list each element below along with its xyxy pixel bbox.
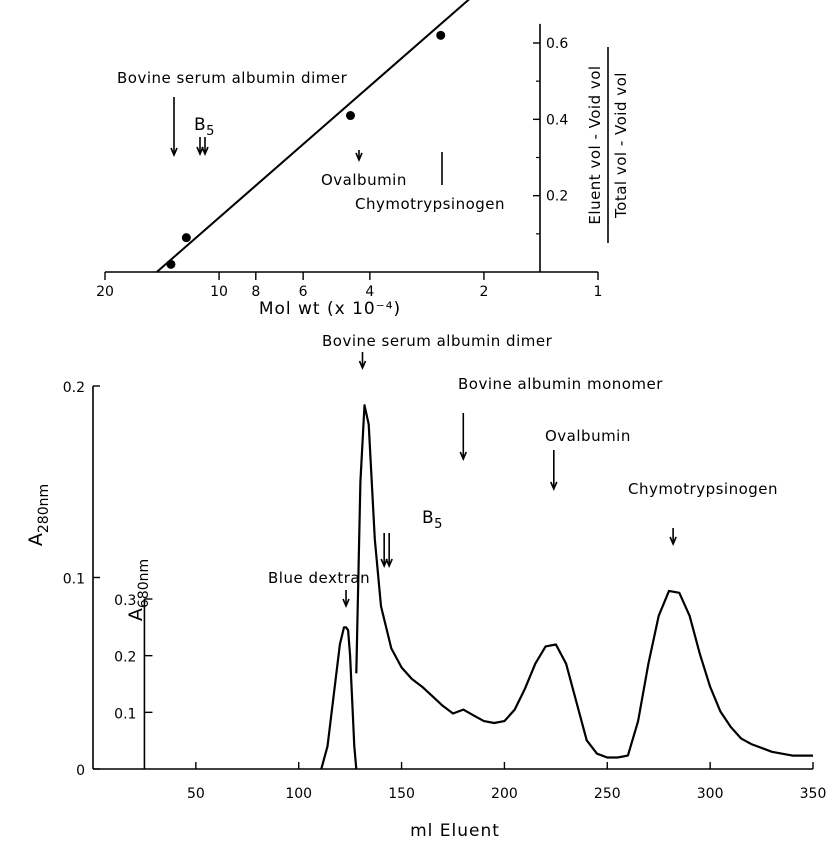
- elution-profile-chart: 50 100 150 200 250 300 350 0 0.1 0.2 0.1 0.2 0.3 Bov…: [25, 332, 826, 841]
- a280-axis-title-sub: 280nm: [36, 484, 52, 533]
- a680-axis-title-sub: 680nm: [136, 559, 152, 608]
- elution-x-tick-label: 350: [800, 786, 827, 802]
- a280-tick-label: 0.2: [63, 380, 85, 396]
- calibration-fit-line: [156, 0, 470, 273]
- calibration-point: [436, 30, 446, 40]
- elution-arrow-blue-dextran-head: [342, 598, 350, 609]
- elution-arrow-bsa-monomer: [459, 413, 468, 462]
- calibration-label-chymo: Chymotrypsinogen: [355, 195, 505, 213]
- calibration-arrow-bsa-dimer-head: [170, 147, 178, 158]
- elution-label-bsa-monomer: Bovine albumin monomer: [458, 375, 663, 393]
- calibration-marks: Bovine serum albumin dimer B5 Ovalbumin Chy…: [117, 0, 505, 273]
- calibration-label-b5-sub: 5: [206, 124, 215, 139]
- calibration-arrow-b5-head: [196, 146, 204, 157]
- elution-x-tick-label: 50: [187, 786, 205, 802]
- calibration-y-tick-label: 0.4: [546, 112, 568, 128]
- elution-arrow-chymo-head: [669, 536, 677, 547]
- calibration-x-tick-label: 6: [299, 284, 308, 300]
- elution-arrow-ovalbumin-head: [550, 481, 558, 492]
- elution-arrow-b5-head: [380, 558, 388, 569]
- calibration-axes: 20 10 8 6 4 2 1 0.2 0.4 0.6: [96, 23, 603, 300]
- a280-series-line: [355, 404, 813, 759]
- calibration-y-numerator: Eluent vol - Void vol: [586, 65, 604, 224]
- a280-axis-title: A280nm: [25, 484, 52, 546]
- elution-x-axis-title: ml Eluent: [410, 821, 500, 841]
- a680-tick-label: 0.3: [114, 593, 136, 609]
- elution-arrow-bsa-dimer: [358, 352, 367, 371]
- calibration-y-axis-title: Eluent vol - Void vol Total vol - Void v…: [586, 47, 630, 243]
- calibration-arrow-ovalbumin-head: [355, 152, 363, 163]
- elution-arrow-chymo: [669, 528, 677, 547]
- elution-x-tick-label: 150: [388, 786, 415, 802]
- elution-label-ovalbumin: Ovalbumin: [545, 427, 631, 445]
- elution-axes: 50 100 150 200 250 300 350 0 0.1 0.2 0.1 0.2 0.3: [63, 380, 827, 802]
- calibration-x-tick-label: 4: [365, 284, 374, 300]
- a280-tick-label: 0.1: [63, 572, 85, 588]
- elution-label-chymo: Chymotrypsinogen: [628, 480, 778, 498]
- calibration-arrow-b5-head-2: [201, 146, 209, 157]
- elution-label-b5: B5: [422, 508, 443, 532]
- calibration-point: [345, 111, 355, 121]
- calibration-x-tick-label: 20: [96, 284, 114, 300]
- a680-axis-title-main: A: [125, 608, 147, 621]
- calibration-y-denominator: Total vol - Void vol: [612, 72, 630, 219]
- calibration-arrow-b5: [196, 137, 209, 157]
- calibration-y-tick-label: 0.6: [546, 36, 568, 52]
- elution-label-blue-dextran: Blue dextran: [268, 569, 370, 587]
- elution-x-tick-label: 300: [697, 786, 724, 802]
- elution-arrow-blue-dextran: [342, 590, 350, 609]
- a280-axis-title-main: A: [25, 533, 47, 546]
- calibration-label-b5: B5: [194, 115, 215, 139]
- elution-label-bsa-dimer: Bovine serum albumin dimer: [322, 332, 553, 350]
- calibration-x-tick-label: 2: [479, 284, 488, 300]
- elution-label-b5-sub: 5: [434, 517, 443, 532]
- calibration-chart: 20 10 8 6 4 2 1 0.2 0.4 0.6 Bovine serum albumin …: [96, 0, 630, 319]
- elution-arrow-ovalbumin: [550, 450, 558, 492]
- calibration-point: [166, 259, 176, 269]
- a680-tick-label: 0.1: [114, 706, 136, 722]
- calibration-x-tick-label: 1: [594, 284, 603, 300]
- a680-axis-title: A680nm: [125, 559, 152, 621]
- elution-arrow-b5-head-2: [385, 558, 393, 569]
- calibration-label-bsa-dimer: Bovine serum albumin dimer: [117, 69, 348, 87]
- calibration-x-axis-title: Mol wt (x 10⁻⁴): [259, 299, 401, 319]
- calibration-x-tick-label: 10: [210, 284, 228, 300]
- a680-series-line: [320, 626, 358, 770]
- elution-arrow-b5: [380, 533, 393, 569]
- a680-tick-label: 0.2: [114, 650, 136, 666]
- calibration-point: [181, 233, 191, 243]
- elution-x-tick-label: 250: [594, 786, 621, 802]
- calibration-y-tick-label: 0.2: [546, 189, 568, 205]
- calibration-arrow-bsa-dimer: [170, 97, 178, 158]
- calibration-x-tick-label: 8: [251, 284, 260, 300]
- elution-x-tick-label: 200: [491, 786, 518, 802]
- elution-arrow-bsa-dimer-head: [358, 360, 367, 371]
- elution-x-tick-label: 100: [285, 786, 312, 802]
- calibration-arrow-ovalbumin: [355, 150, 363, 163]
- calibration-label-ovalbumin: Ovalbumin: [321, 171, 407, 189]
- a280-tick-label: 0: [76, 763, 85, 779]
- elution-arrow-bsa-monomer-head: [459, 451, 468, 462]
- elution-marks: Bovine serum albumin dimer Bovine albumin…: [268, 332, 813, 770]
